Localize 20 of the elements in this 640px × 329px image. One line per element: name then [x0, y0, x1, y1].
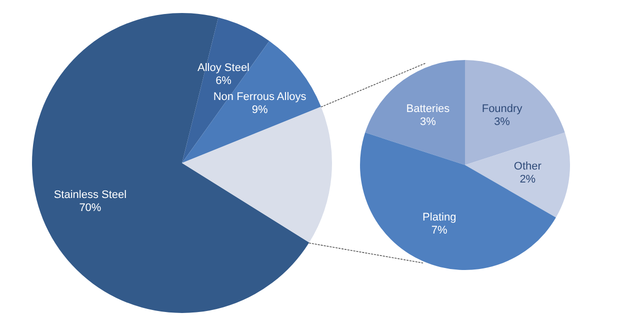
slice-label: Batteries: [406, 103, 450, 116]
slice-label: Foundry: [482, 103, 523, 116]
pie-slice: [465, 132, 570, 218]
slice-label: Non Ferrous Alloys: [213, 90, 307, 103]
slice-label: Stainless Steel: [54, 189, 127, 202]
data-label: 9%: [252, 104, 268, 116]
data-label: 70%: [79, 202, 102, 214]
slice-label: Other: [514, 160, 542, 173]
slice-label: Plating: [422, 212, 456, 224]
pie-slice: [32, 13, 310, 313]
pie-slice: [360, 132, 556, 270]
data-label: 2%: [520, 174, 536, 186]
data-label: 6%: [216, 75, 232, 88]
data-label: 7%: [431, 224, 448, 237]
pie-slice: [365, 60, 465, 165]
data-label: 3%: [420, 116, 436, 128]
pie-slice: [182, 106, 332, 242]
pie-slice: [182, 41, 322, 163]
slice-label: Alloy Steel: [198, 62, 250, 74]
data-label: 3%: [494, 116, 510, 128]
